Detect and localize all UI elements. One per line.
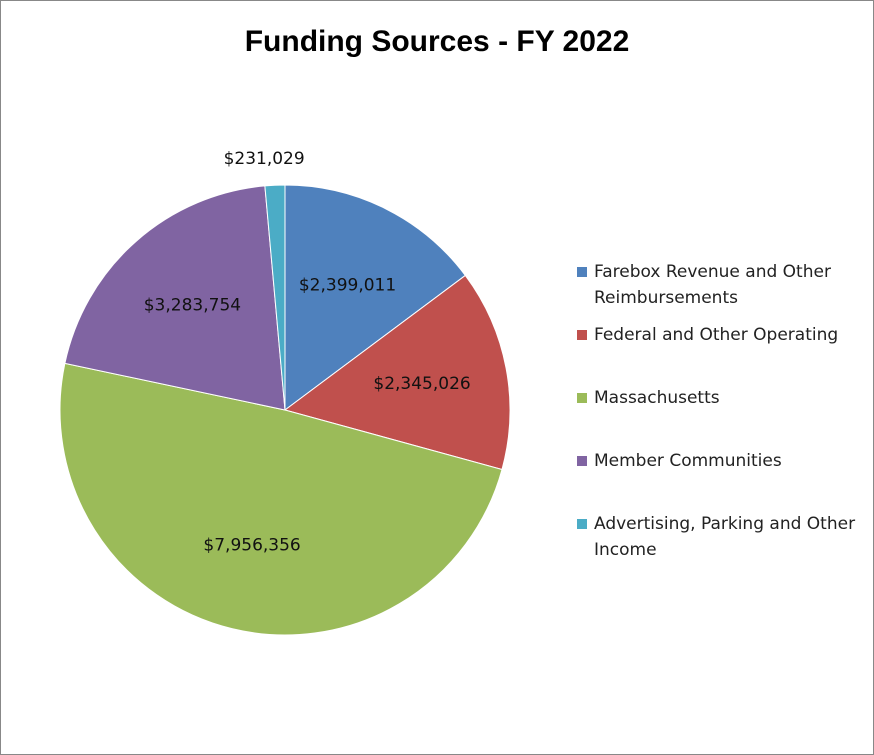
- legend-swatch: [577, 267, 587, 277]
- legend-swatch: [577, 330, 587, 340]
- legend: Farebox Revenue and Other Reimbursements…: [577, 259, 867, 574]
- legend-swatch: [577, 393, 587, 403]
- legend-swatch: [577, 519, 587, 529]
- data-label: $2,399,011: [299, 275, 396, 295]
- pie-slice: [264, 184, 286, 411]
- data-label: $231,029: [224, 149, 305, 169]
- data-label: $7,956,356: [203, 536, 300, 556]
- data-label: $3,283,754: [144, 296, 241, 316]
- legend-label: Farebox Revenue and Other Reimbursements: [594, 262, 831, 308]
- legend-item: Member Communities: [577, 448, 867, 511]
- pie-slice: [284, 184, 467, 411]
- legend-item: Farebox Revenue and Other Reimbursements: [577, 259, 867, 322]
- legend-item: Federal and Other Operating: [577, 322, 867, 385]
- legend-label: Massachusetts: [594, 388, 720, 408]
- legend-label: Federal and Other Operating: [594, 325, 839, 345]
- pie-slice: [283, 274, 511, 471]
- legend-item: Advertising, Parking and Other Income: [577, 511, 867, 574]
- data-label: $2,345,026: [373, 374, 470, 394]
- pie-slice: [59, 362, 503, 636]
- legend-label: Advertising, Parking and Other Income: [594, 514, 856, 560]
- pie-slice: [64, 185, 286, 411]
- legend-swatch: [577, 456, 587, 466]
- legend-label: Member Communities: [594, 451, 782, 471]
- chart-title: Funding Sources - FY 2022: [245, 25, 630, 58]
- legend-item: Massachusetts: [577, 385, 867, 448]
